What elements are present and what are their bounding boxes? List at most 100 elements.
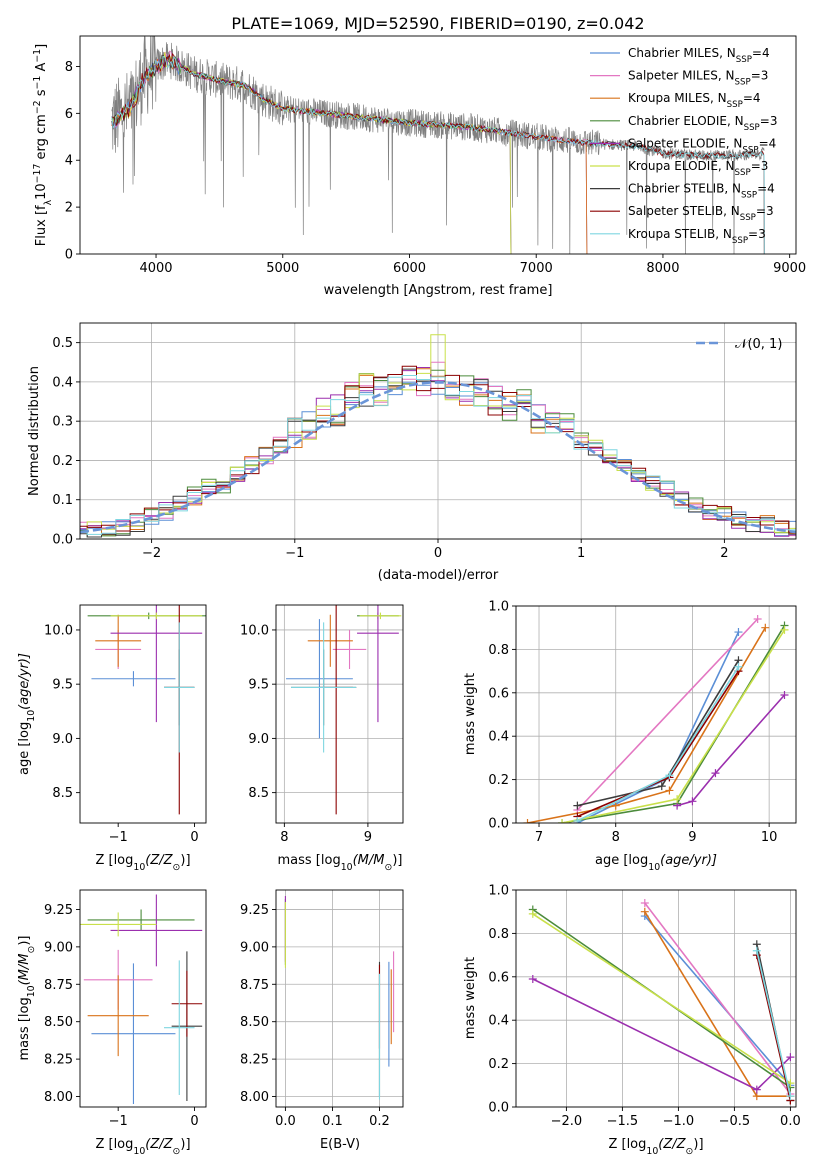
y-tick-label: 0.2 (488, 773, 509, 788)
x-tick-label: −1 (285, 546, 304, 561)
x-tick-label: −0.5 (719, 1114, 751, 1129)
age-z-x-label-part: Z [log (95, 853, 133, 868)
legend-entry: Salpeter MILES, NSSP=3 (628, 69, 768, 88)
y-tick-label: 9.00 (44, 940, 73, 955)
x-tick-label: 0.1 (322, 1114, 343, 1129)
legend-entry: Kroupa MILES, NSSP=4 (628, 91, 761, 110)
residuals-x-label: (data-model)/error (378, 568, 499, 583)
legend-entry-part: SSP (740, 213, 756, 223)
y-tick-label: 8.50 (44, 1015, 73, 1030)
weight-marker (665, 786, 674, 795)
mass-z-y-label: mass [log10(M/M⊙)] (17, 936, 37, 1061)
y-tick-label: 0.6 (488, 686, 509, 701)
weight-marker (640, 899, 649, 908)
mass-z-y-label-part: 10 (26, 985, 37, 997)
normal-curve-line (80, 380, 796, 534)
legend-entry: Kroupa STELIB, NSSP=3 (628, 227, 766, 246)
age-mass-x-label-part: 10 (341, 862, 353, 873)
weight-age-x-label-part: (age/yr)] (660, 853, 717, 868)
y-tick-label: 0.0 (488, 817, 509, 832)
plot-area (523, 615, 789, 823)
weight-marker (640, 907, 649, 916)
legend-entry-part: SSP (735, 78, 751, 88)
age-mass-x-label: mass [log10(M/M⊙)] (278, 853, 403, 873)
weight-line (756, 950, 792, 1097)
age-z-y-label-part: age [log (17, 722, 32, 775)
y-tick-label: 8.25 (240, 1053, 269, 1068)
y-tick-label: 8.75 (240, 978, 269, 993)
age-vs-metallicity-panel: −1 08.59.09.510.0Z [log10(Z/Z⊙)]age [log1… (17, 604, 207, 873)
legend-entry-part: SSP (741, 191, 757, 201)
spectrum-y-label-part: −2 (32, 100, 43, 114)
age-mass-x-label-part: mass [log (278, 853, 341, 868)
model-spectrum-line (111, 52, 512, 254)
weight-marker (752, 946, 761, 955)
plot-area (284, 895, 395, 1100)
plot-area (111, 36, 765, 254)
weight-marker (734, 628, 743, 637)
x-tick-label: 0 (190, 830, 198, 845)
legend-entry-part: =3 (751, 69, 769, 83)
x-tick-label: 8000 (646, 261, 679, 276)
weight-line (532, 978, 791, 1091)
weight-vs-metallicity-panel: −2.0 −1.5 −1.0 −0.5 0.0 0.0 0.2 0.4 0.6 0.8 1.0 Z [… (463, 884, 801, 1157)
spectrum-y-label-part: ] (34, 44, 49, 49)
y-tick-label: 8.5 (248, 786, 269, 801)
weight-marker (665, 771, 674, 780)
spectrum-y-label-part: λ (43, 199, 54, 205)
y-tick-label: 0.8 (488, 927, 509, 942)
mass-z-y-label-part: ⊙ (26, 946, 37, 954)
mass-z-x-label: Z [log10(Z/Z⊙)] (95, 1137, 190, 1157)
plot-area (80, 334, 796, 538)
age-mass-x-label-part: ⊙ (384, 862, 392, 873)
weight-marker (780, 625, 789, 634)
age-z-x-label-part: (Z/Z (145, 853, 173, 868)
weight-line (756, 954, 792, 1101)
y-tick-label: 10.0 (44, 623, 73, 638)
spectrum-panel: PLATE=1069, MJD=52590, FIBERID=0190, z=0… (32, 14, 807, 298)
weight-marker (673, 795, 682, 804)
y-tick-label: 0.4 (488, 1014, 509, 1029)
y-tick-label: 8.5 (52, 786, 73, 801)
spectrum-title: PLATE=1069, MJD=52590, FIBERID=0190, z=0… (231, 14, 644, 33)
legend-entry-part: Salpeter ELODIE, N (628, 136, 742, 150)
y-tick-label: 0.8 (488, 643, 509, 658)
legend-entry-part: =4 (743, 91, 761, 105)
mass-z-x-label-part: 10 (133, 1146, 145, 1157)
histogram-step (80, 381, 796, 537)
weight-line (527, 627, 766, 823)
histogram-step (80, 375, 796, 535)
age-z-x-label-part: )] (180, 853, 190, 868)
weight-marker (611, 801, 620, 810)
x-tick-label: −2 (142, 546, 161, 561)
mass-z-x-label-part: (Z/Z (145, 1137, 173, 1152)
y-tick-label: 9.0 (248, 732, 269, 747)
y-tick-label: 8.25 (44, 1053, 73, 1068)
legend-entry-part: SSP (735, 168, 751, 178)
weight-z-x-label-part: Z [log (608, 1137, 646, 1152)
legend-entry-part: =4 (752, 46, 770, 60)
weight-line (561, 625, 786, 823)
legend-entry-part: Chabrier MILES, N (628, 46, 736, 60)
age-mass-x-label-part: )] (392, 853, 402, 868)
x-tick-label: −1.5 (607, 1114, 639, 1129)
y-tick-label: 9.5 (248, 678, 269, 693)
normal-legend-label: 𝒩(0, 1) (735, 337, 782, 352)
legend-entry-part: SSP (727, 100, 743, 110)
y-tick-label: 0.0 (52, 533, 73, 548)
weight-marker (752, 1085, 761, 1094)
y-tick-label: 0.2 (52, 454, 73, 469)
legend-entry-part: Salpeter MILES, N (628, 69, 735, 83)
weight-marker (573, 801, 582, 810)
axes-frame (79, 889, 207, 1108)
weight-marker (688, 797, 697, 806)
mass-z-y-label-part: )] (17, 936, 32, 946)
x-tick-label: 0 (434, 546, 442, 561)
weight-marker (786, 1053, 795, 1062)
age-z-y-label: age [log10(age/yr)] (17, 653, 37, 775)
x-tick-label: 0.0 (275, 1114, 296, 1129)
model-spectrum-line (111, 55, 512, 254)
weight-marker (711, 769, 720, 778)
plot-area (80, 894, 203, 1105)
